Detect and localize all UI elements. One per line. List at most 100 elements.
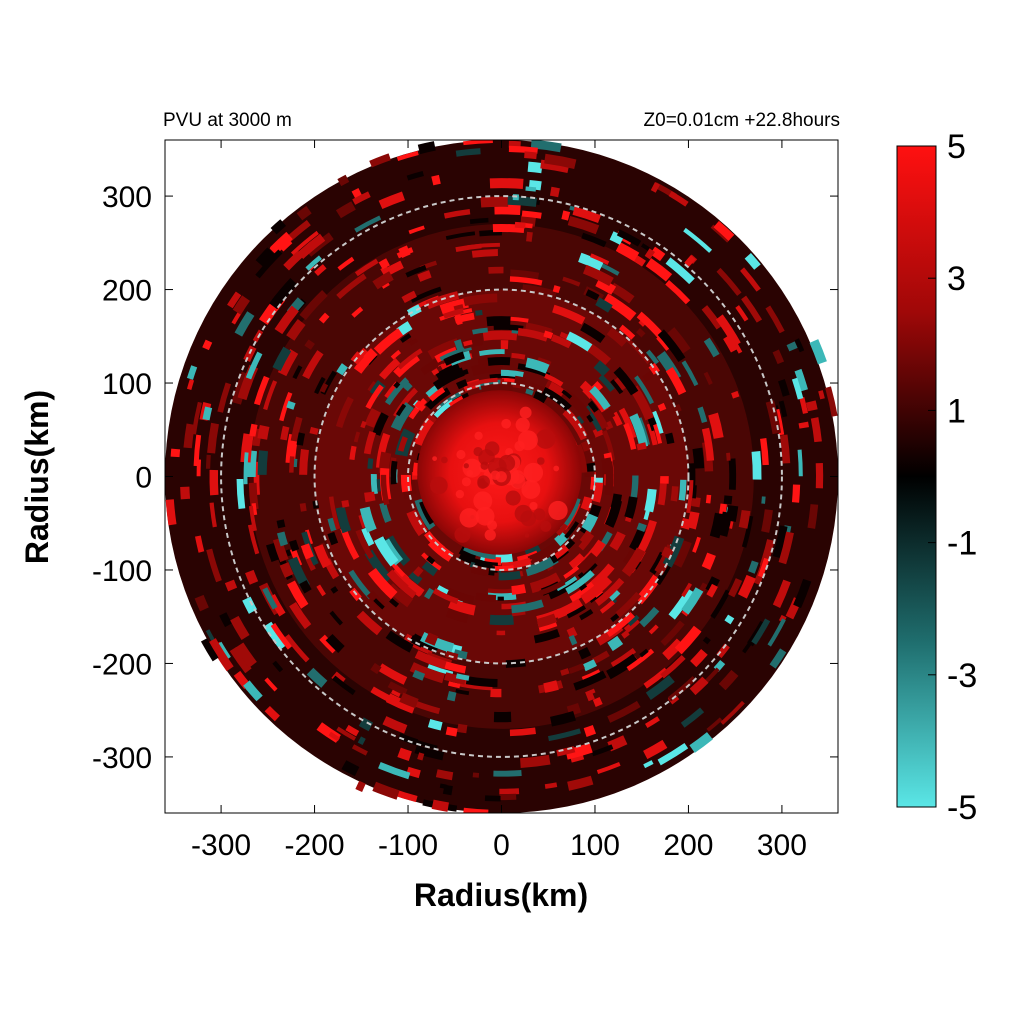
pv-patch [447, 681, 461, 689]
pv-patch [318, 312, 330, 324]
pv-patch [710, 224, 731, 243]
pv-patch [692, 536, 701, 553]
pv-patch [578, 647, 592, 660]
pv-patch [183, 423, 195, 449]
pv-patch [399, 692, 419, 709]
pv-patch [551, 334, 572, 349]
pv-patch [760, 437, 769, 466]
pv-patch [744, 252, 761, 270]
pv-patch [625, 337, 651, 364]
core-patch [524, 533, 530, 538]
core-patch [432, 456, 438, 461]
pv-patch [623, 617, 641, 634]
pv-patch [493, 770, 522, 777]
core-patch [477, 475, 490, 489]
pv-patch [255, 249, 283, 279]
pv-patch [552, 285, 561, 294]
pv-patch [568, 553, 587, 571]
pv-patch [615, 591, 642, 618]
pv-patch [397, 436, 408, 452]
pv-patch [751, 450, 762, 480]
pv-patch [217, 382, 232, 413]
pv-patch [577, 561, 598, 581]
pv-patch [587, 688, 596, 696]
pv-patch [494, 204, 521, 216]
pv-patch [644, 248, 655, 260]
pv-patch [341, 499, 350, 508]
pv-patch [645, 675, 675, 700]
pv-patch [467, 242, 500, 250]
pv-patch [737, 574, 756, 599]
pv-patch [266, 543, 280, 563]
colorbar-tick-label: 1 [947, 392, 966, 430]
pv-patch [500, 369, 524, 379]
x-tick-label: -100 [378, 829, 438, 862]
pv-patch [493, 324, 524, 332]
pv-patch [314, 264, 327, 276]
pv-patch [296, 205, 312, 221]
pv-patch [405, 264, 427, 278]
pv-patch [582, 659, 597, 672]
pv-patch [408, 571, 423, 585]
pv-patch [472, 772, 480, 778]
pv-patch [384, 377, 410, 406]
pv-patch [525, 186, 537, 192]
pv-patch [472, 327, 488, 335]
pv-patch [234, 311, 255, 337]
pv-patch [432, 588, 459, 605]
pv-patch [374, 536, 399, 567]
pv-patch [408, 225, 425, 235]
pv-patch [336, 726, 357, 741]
pv-patch [341, 760, 360, 777]
core-patch [484, 529, 496, 541]
pv-patch [410, 633, 426, 648]
pv-patch [587, 400, 599, 413]
colorbar-tick-label: 5 [947, 128, 966, 166]
pv-patch [726, 452, 731, 461]
pv-patch [299, 580, 312, 594]
pv-patch [660, 620, 685, 647]
pv-patch [378, 191, 405, 210]
pv-patch [580, 575, 613, 605]
pv-patch [567, 775, 594, 791]
pv-patch [648, 624, 659, 635]
y-tick-label: -200 [92, 648, 152, 681]
pv-patch [372, 781, 400, 800]
colorbar-ticks: 5 3 1 -1 -3 -5 [928, 128, 977, 827]
pv-patch [393, 381, 401, 389]
pv-patch [355, 529, 374, 560]
pv-patch [543, 680, 559, 693]
pv-patch [710, 589, 731, 619]
pv-patch [263, 380, 278, 411]
pv-patch [701, 305, 723, 330]
pv-patch [778, 531, 794, 565]
pv-patch [543, 330, 554, 340]
pv-patch [375, 432, 391, 468]
pv-patch [306, 667, 328, 688]
pv-patch [229, 646, 252, 674]
pv-patch [304, 339, 315, 350]
pv-patch [740, 267, 761, 292]
pv-patch [299, 502, 307, 512]
pv-patch [263, 621, 288, 651]
pv-patch [815, 462, 824, 489]
pv-patch [302, 350, 324, 380]
pv-patch [665, 280, 691, 305]
pv-patch [280, 425, 290, 441]
pv-patch [586, 414, 594, 423]
pv-patch [511, 352, 526, 360]
pv-patch [269, 231, 293, 255]
pv-patch [514, 221, 526, 229]
pv-patch [692, 447, 705, 469]
pv-patch [530, 140, 562, 153]
pv-patch [292, 365, 303, 380]
pv-patch [794, 338, 805, 353]
pv-patch [609, 282, 635, 304]
pv-patch [569, 579, 598, 603]
pv-patch [327, 531, 339, 546]
pv-patch [565, 570, 595, 595]
pv-patch [757, 557, 770, 578]
pv-patch [240, 433, 254, 463]
pv-patch [581, 232, 607, 248]
y-tick-label: 100 [102, 368, 152, 401]
